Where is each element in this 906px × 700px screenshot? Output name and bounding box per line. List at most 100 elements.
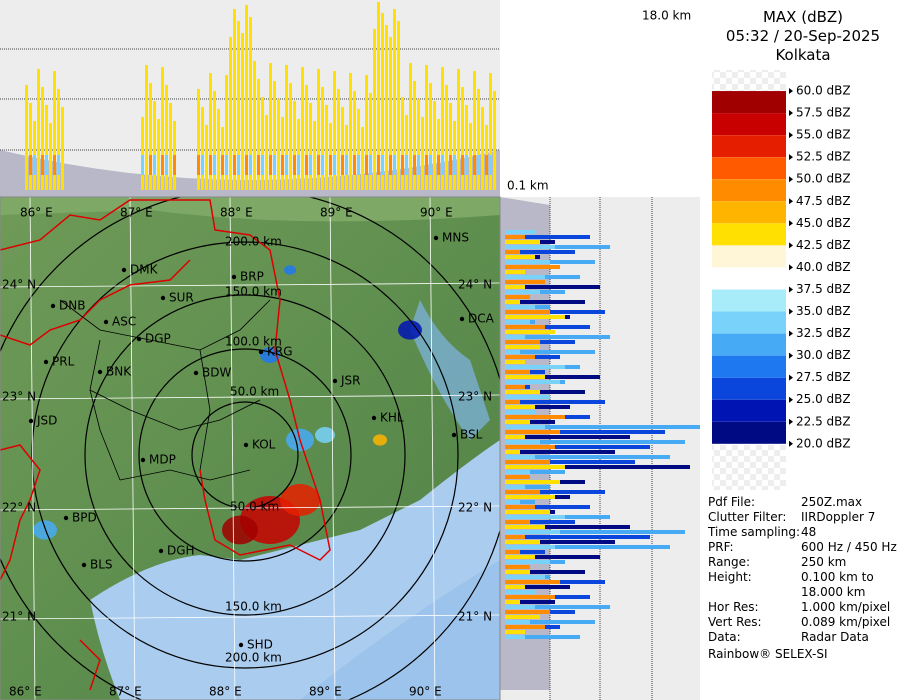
info-label: Hor Res: [708, 600, 759, 614]
echo-column [169, 103, 172, 190]
city-dot [63, 515, 69, 521]
echo-column [317, 69, 320, 190]
echo-column [249, 17, 252, 190]
echo-row [505, 505, 590, 509]
echo-core [505, 605, 535, 609]
echo-column [449, 103, 452, 190]
echo-core [225, 155, 228, 175]
echo-core [505, 270, 525, 274]
info-row: PRF: 600 Hz / 450 Hz [708, 540, 904, 555]
echo-core [505, 500, 520, 504]
echo-column [261, 97, 264, 190]
header: MAX (dBZ) 05:32 / 20-Sep-2025 Kolkata [700, 8, 906, 65]
echo-core [325, 155, 328, 175]
range-label: 200.0 km [225, 651, 282, 665]
legend-label: 42.5 dBZ [796, 238, 851, 252]
lat-label-left: 24° N [2, 278, 36, 292]
echo-column [201, 107, 204, 190]
echo-column [381, 13, 384, 190]
legend-swatch [712, 377, 786, 400]
echo-row [505, 540, 615, 544]
echo-column [41, 87, 44, 190]
echo-row [505, 620, 595, 624]
site: Kolkata [775, 46, 831, 64]
echo-core [505, 245, 555, 249]
echo-column [273, 81, 276, 190]
legend-bottom-pattern [712, 445, 786, 490]
echo-core [481, 155, 484, 175]
echo-row [505, 550, 545, 554]
legend-label: 22.5 dBZ [796, 414, 851, 428]
echo-core [505, 630, 525, 634]
legend-label: 37.5 dBZ [796, 282, 851, 296]
echo-core [197, 155, 200, 175]
echo-core [505, 290, 540, 294]
range-ring [31, 241, 459, 669]
city-dot [371, 415, 377, 421]
range-ring [84, 294, 406, 616]
info-value: 600 Hz / 450 Hz [801, 540, 897, 554]
info-label: Height: [708, 570, 752, 584]
legend-label: 25.0 dBZ [796, 392, 851, 406]
echo-row [505, 555, 600, 559]
echo-core [505, 310, 550, 314]
map-frame [0, 196, 501, 700]
echo-core [361, 155, 364, 175]
echo-core [245, 155, 248, 175]
echo-row [505, 460, 635, 464]
range-label: 100.0 km [225, 335, 282, 349]
echo-core [61, 155, 64, 175]
echo-column [421, 117, 424, 190]
range-label: 50.0 km [230, 385, 279, 399]
echo-core [329, 155, 332, 175]
echo-row [505, 440, 685, 444]
echo-column [265, 115, 268, 190]
echo-row [505, 390, 585, 394]
echo-core [409, 155, 412, 175]
echo-row [505, 250, 575, 254]
title: MAX (dBZ) [762, 8, 844, 26]
echo-row [505, 430, 665, 434]
echo-core [477, 155, 480, 175]
info-value: 250Z.max [801, 495, 863, 509]
echo-core [313, 155, 316, 175]
echo-row [505, 450, 615, 454]
echo-core [505, 505, 535, 509]
echo-core [505, 525, 545, 529]
echo-column [385, 25, 388, 190]
echo-column [165, 85, 168, 190]
echo-core [505, 325, 545, 329]
profile-bottom-label: 0.1 km [507, 179, 549, 193]
lon-label-top: 90° E [420, 206, 453, 220]
echo-core [237, 155, 240, 175]
echo-core [201, 155, 204, 175]
city-dot [81, 562, 87, 568]
echo-column [233, 9, 236, 190]
echo-row [505, 425, 700, 429]
city-dot [97, 369, 103, 375]
echo-core [289, 155, 292, 175]
legend-arrow [789, 286, 793, 293]
side-echoes [505, 230, 700, 639]
info-row: Range: 250 km [708, 555, 904, 570]
echo-row [505, 525, 630, 529]
echo-core [505, 285, 525, 289]
echo-core [321, 155, 324, 175]
echo-core [217, 155, 220, 175]
echo-core [505, 615, 540, 619]
echo-column [37, 69, 40, 190]
legend-swatch [712, 355, 786, 378]
echo-column [45, 105, 48, 190]
city-dot [451, 432, 457, 438]
echo-core [417, 155, 420, 175]
echo-row [505, 520, 575, 524]
profile-top-label: 18.0 km [642, 9, 691, 23]
echo-row [505, 490, 605, 494]
echo-core [45, 155, 48, 175]
echo-row [505, 235, 590, 239]
echo-core [505, 475, 530, 479]
echo-core [505, 255, 535, 259]
echo-core [485, 155, 488, 175]
echo-row [505, 570, 585, 574]
echo-core [505, 345, 540, 349]
